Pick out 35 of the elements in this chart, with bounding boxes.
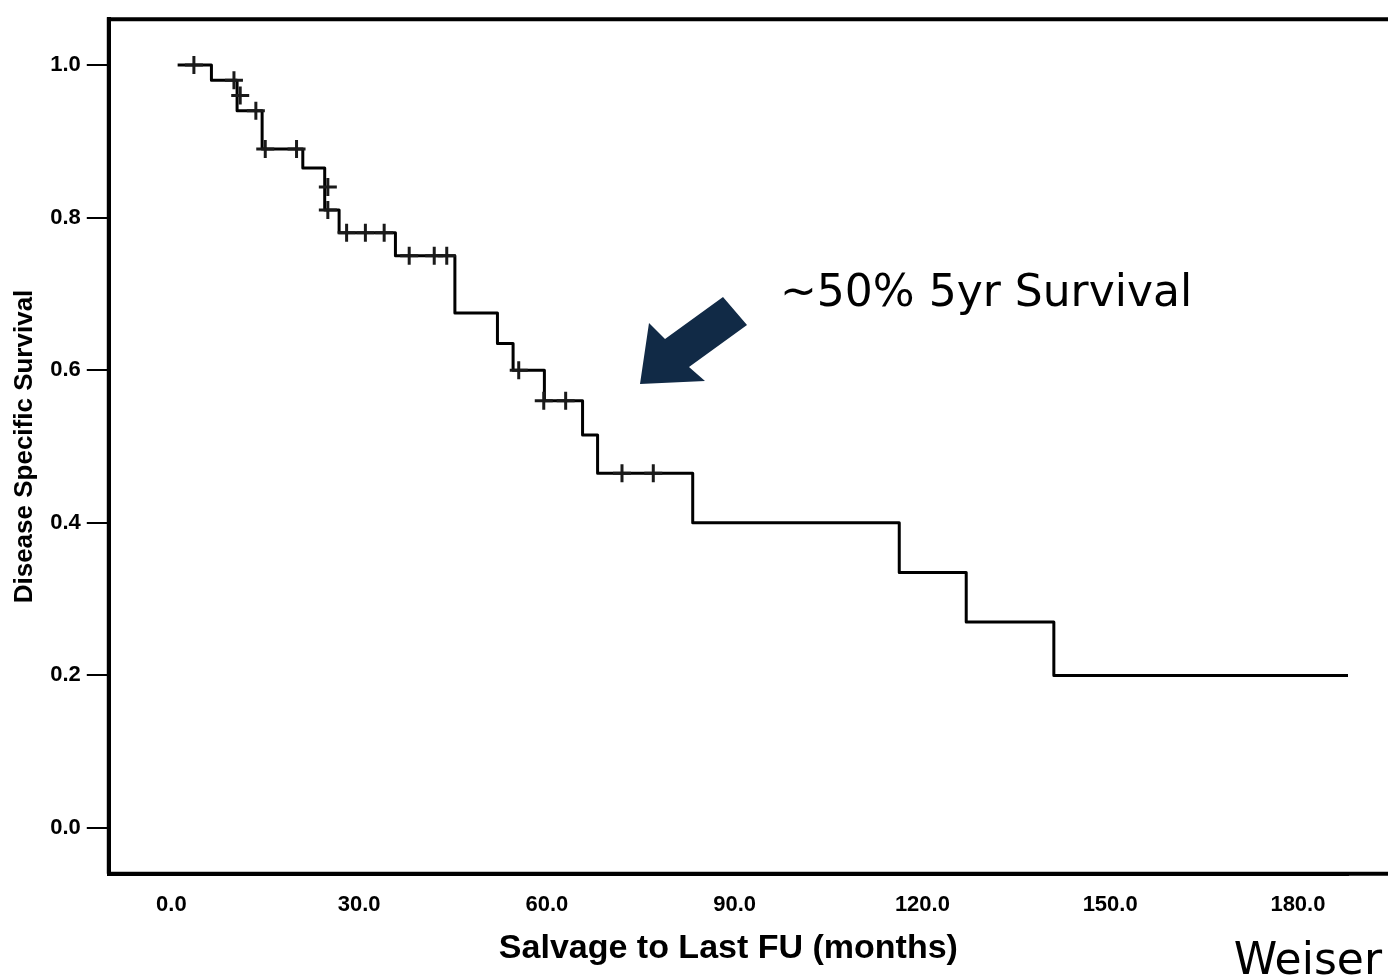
y-tick-label: 0.6 <box>50 356 81 382</box>
point <box>354 222 376 244</box>
y-tick-label: 1.0 <box>50 51 81 77</box>
y-tick-label: 0.8 <box>50 203 81 229</box>
y-tick-label: 0.2 <box>50 661 81 687</box>
text: Weiser <box>1233 933 1382 978</box>
x-tick-label: 90.0 <box>713 891 757 917</box>
point <box>436 245 458 267</box>
x-tick-label: 30.0 <box>337 891 381 917</box>
point <box>508 359 530 381</box>
point <box>223 69 245 91</box>
point <box>533 390 555 412</box>
y-axis-title: Disease Specific Survival <box>7 289 38 604</box>
x-tick-label: 120.0 <box>894 891 950 917</box>
y-tick-label: 0.4 <box>50 508 82 534</box>
x-tick-label: 0.0 <box>156 891 187 917</box>
point <box>398 245 420 267</box>
point <box>229 85 251 106</box>
x-tick-label: 180.0 <box>1270 891 1326 917</box>
point <box>286 138 308 160</box>
point <box>245 100 267 122</box>
annotation: ~50% 5yr Survival <box>780 265 1193 316</box>
point <box>642 462 664 484</box>
point <box>183 54 205 76</box>
point <box>555 390 577 412</box>
point <box>611 462 633 484</box>
x-axis-title: Salvage to Last FU (months) <box>498 926 958 965</box>
point <box>317 176 339 198</box>
x-tick-label: 150.0 <box>1082 891 1138 917</box>
point <box>336 222 358 244</box>
point <box>317 199 339 221</box>
point <box>254 138 276 160</box>
y-tick-label: 0.0 <box>50 814 81 840</box>
x-tick-label: 60.0 <box>525 891 569 917</box>
point <box>373 222 395 244</box>
